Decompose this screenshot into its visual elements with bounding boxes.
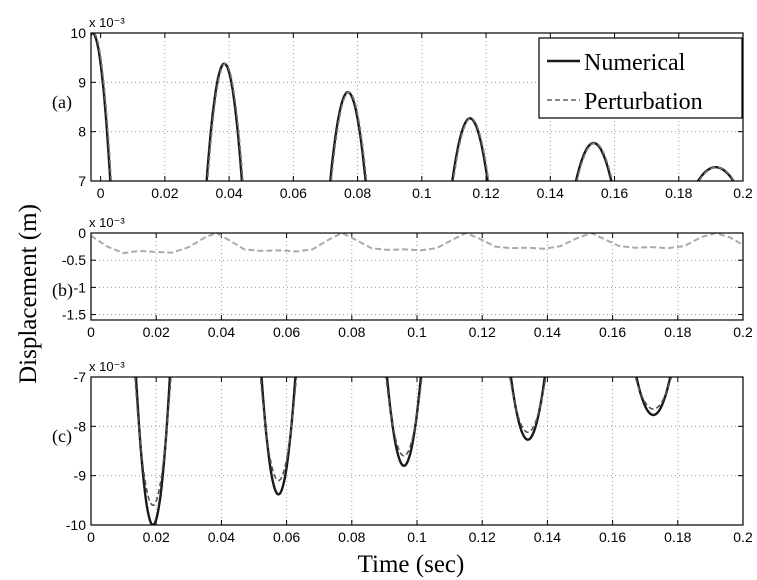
x-tick-label: 0.16: [599, 529, 626, 545]
perturbation-trough: [634, 377, 673, 410]
x-tick-label: 0.06: [273, 324, 300, 340]
x-tick-label: 0.1: [407, 324, 427, 340]
perturbation-arch: [206, 62, 244, 181]
x-tick-label: 0.18: [665, 185, 692, 201]
panels-group: 0 0.02 0.04 0.06 0.08 0.1 0.12 0.14 0.16 0.18 0.27…: [52, 15, 753, 545]
perturbation-trough: [134, 377, 172, 507]
x-tick-label: 0.14: [534, 324, 561, 340]
y-tick-label: 0: [78, 225, 86, 241]
x-tick-label: 0: [97, 185, 105, 201]
plot-frame: [90, 32, 744, 182]
x-tick-label: 0.12: [472, 185, 499, 201]
x-tick-label: 0.14: [537, 185, 564, 201]
x-tick-label: 0.02: [151, 185, 178, 201]
x-tick-label: 0.06: [280, 185, 307, 201]
y-tick-label: 10: [70, 25, 86, 41]
perturbation-trough: [259, 377, 298, 482]
y-tick-label: -10: [66, 517, 86, 533]
panel-label: (b): [52, 280, 73, 301]
x-tick-label: 0.18: [664, 324, 691, 340]
x-tick-label: 0.18: [664, 529, 691, 545]
x-tick-label: 0.16: [601, 185, 628, 201]
plot-frame: [90, 232, 744, 321]
y-tick-label: 9: [78, 74, 86, 90]
x-tick-label: 0.1: [407, 529, 427, 545]
x-tick-label: 0.2: [733, 529, 753, 545]
numerical-arch: [91, 33, 112, 181]
x-tick-label: 0.04: [208, 324, 235, 340]
panel-label: (a): [52, 92, 72, 113]
x-tick-label: 0.2: [733, 324, 753, 340]
data-layer: [91, 233, 743, 255]
y-axis-label: Displacement (m): [15, 204, 42, 384]
plot-area: [91, 377, 743, 525]
y-tick-label: -1.5: [62, 307, 86, 323]
legend-box: [538, 37, 743, 119]
y-tick-label: -1: [74, 279, 87, 295]
panel-b: 0 0.02 0.04 0.06 0.08 0.1 0.12 0.14 0.16 0.18 0.2 0…: [52, 215, 753, 340]
x-tick-label: 0.02: [143, 529, 170, 545]
x-tick-label: 0.08: [338, 529, 365, 545]
panel-c: 0 0.02 0.04 0.06 0.08 0.1 0.12 0.14 0.16 0.18 0.2 -…: [52, 359, 753, 545]
panel-label: (c): [52, 426, 72, 447]
y-tick-label: 7: [78, 173, 86, 189]
x-tick-label: 0.02: [143, 324, 170, 340]
perturbation-arch: [576, 142, 614, 181]
y-tick-label: 8: [78, 124, 86, 140]
y-tick-label: -7: [74, 369, 87, 385]
perturbation-trough: [385, 377, 423, 457]
data-layer: [134, 377, 673, 525]
numerical-arch: [451, 117, 489, 181]
x-tick-label: 0.04: [208, 529, 235, 545]
x-tick-label: 0.16: [599, 324, 626, 340]
x-tick-label: 0: [87, 324, 95, 340]
y-tick-label: -8: [74, 418, 87, 434]
x-tick-label: 0.14: [534, 529, 561, 545]
x-axis-label: Time (sec): [358, 551, 465, 578]
y-tick-label: -9: [74, 468, 87, 484]
x-tick-label: 0.1: [412, 185, 432, 201]
difference-series-line: [91, 233, 743, 255]
legend-label-perturbation: Perturbation: [584, 89, 703, 115]
perturbation-trough: [509, 377, 547, 434]
y-exponent-label: x 10⁻³: [89, 359, 125, 374]
y-exponent-label: x 10⁻³: [89, 215, 125, 230]
perturbation-arch: [452, 117, 490, 181]
x-tick-label: 0.08: [344, 185, 371, 201]
x-tick-label: 0.08: [338, 324, 365, 340]
x-tick-label: 0.06: [273, 529, 300, 545]
x-tick-label: 0.04: [215, 185, 242, 201]
perturbation-arch: [330, 91, 368, 181]
y-exponent-label: x 10⁻³: [89, 15, 125, 30]
perturbation-arch: [91, 33, 113, 181]
data-layer: [91, 33, 736, 181]
x-tick-label: 0: [87, 529, 95, 545]
legend: Numerical Perturbation: [538, 37, 743, 119]
y-tick-label: -0.5: [62, 252, 86, 268]
x-tick-label: 0.12: [469, 324, 496, 340]
legend-label-numerical: Numerical: [584, 50, 686, 76]
x-tick-label: 0.2: [733, 185, 753, 201]
x-tick-label: 0.12: [469, 529, 496, 545]
plot-frame: [90, 376, 744, 526]
